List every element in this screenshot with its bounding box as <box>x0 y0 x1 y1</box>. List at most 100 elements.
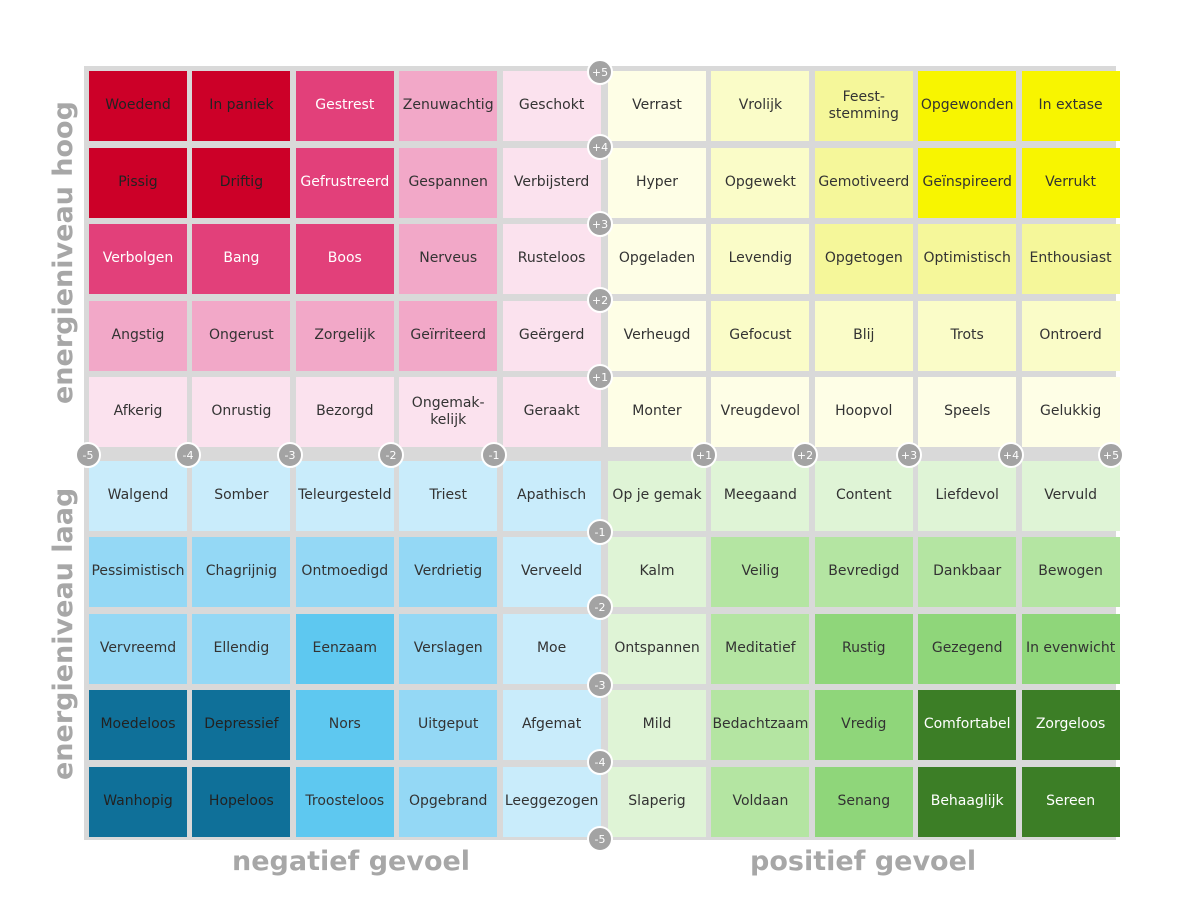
mood-cell: Woedend <box>89 71 187 141</box>
v-axis-marker: -5 <box>587 826 613 852</box>
mood-cell: Gefrustreerd <box>295 147 394 218</box>
mood-cell: Geschokt <box>502 71 601 141</box>
mood-cell: Verrukt <box>1021 147 1120 218</box>
mood-cell: Vervuld <box>1021 460 1120 531</box>
mood-cell: Pessimistisch <box>89 537 187 607</box>
mood-cell: Opgewonden <box>918 71 1017 141</box>
mood-cell: Verheugd <box>608 300 706 371</box>
mood-cell: Zorgelijk <box>295 300 394 371</box>
mood-cell: Ontmoedigd <box>295 537 394 607</box>
h-axis-marker: +5 <box>1098 442 1124 468</box>
mood-cell: Enthousiast <box>1021 224 1120 294</box>
mood-cell: Gemotiveerd <box>814 147 913 218</box>
mood-cell: Bevredigd <box>814 537 913 607</box>
mood-cell: Hopeloos <box>192 766 291 837</box>
mood-cell: Blij <box>814 300 913 371</box>
mood-grid: Woedend In paniek Gestrest Zenuwachtig Gesch… <box>84 66 1120 840</box>
mood-cell: Troosteloos <box>295 766 394 837</box>
h-axis-marker: -5 <box>75 442 101 468</box>
mood-cell: Behaaglijk <box>918 766 1017 837</box>
v-axis-marker: +3 <box>587 211 613 237</box>
mood-cell: Bang <box>192 224 291 294</box>
mood-cell: Liefdevol <box>918 460 1017 531</box>
mood-cell: Opgetogen <box>814 224 913 294</box>
mood-cell: Meditatief <box>711 613 810 684</box>
h-axis-marker: +3 <box>896 442 922 468</box>
mood-cell: Opgewekt <box>711 147 810 218</box>
mood-cell: Levendig <box>711 224 810 294</box>
h-axis-marker: +1 <box>691 442 717 468</box>
mood-cell: Ongemak- kelijk <box>399 377 498 447</box>
mood-cell: Trots <box>918 300 1017 371</box>
mood-cell: Pissig <box>89 147 187 218</box>
mood-cell: Depressief <box>192 690 291 760</box>
mood-cell: Hoopvol <box>814 377 913 447</box>
mood-cell: Teleurgesteld <box>295 460 394 531</box>
mood-cell: Ongerust <box>192 300 291 371</box>
mood-cell: Hyper <box>608 147 706 218</box>
mood-cell: In paniek <box>192 71 291 141</box>
mood-cell: Geërgerd <box>502 300 601 371</box>
mood-cell: Verveeld <box>502 537 601 607</box>
mood-cell: Triest <box>399 460 498 531</box>
mood-cell: Gespannen <box>399 147 498 218</box>
mood-cell: Bewogen <box>1021 537 1120 607</box>
mood-cell: Geraakt <box>502 377 601 447</box>
mood-cell: Somber <box>192 460 291 531</box>
mood-cell: Apathisch <box>502 460 601 531</box>
mood-cell: Gefocust <box>711 300 810 371</box>
mood-cell: Verbijsterd <box>502 147 601 218</box>
mood-cell: Veilig <box>711 537 810 607</box>
v-axis-marker: -4 <box>587 749 613 775</box>
mood-cell: Ellendig <box>192 613 291 684</box>
axis-label-positive: positief gevoel <box>750 846 977 877</box>
h-axis-marker: +4 <box>998 442 1024 468</box>
v-axis-marker: +4 <box>587 134 613 160</box>
mood-cell: Geïnspireerd <box>918 147 1017 218</box>
mood-cell: Afgemat <box>502 690 601 760</box>
h-axis-marker: -3 <box>277 442 303 468</box>
mood-cell: Nerveus <box>399 224 498 294</box>
mood-cell: Moedeloos <box>89 690 187 760</box>
mood-cell: Content <box>814 460 913 531</box>
mood-cell: Bezorgd <box>295 377 394 447</box>
mood-cell: Eenzaam <box>295 613 394 684</box>
mood-cell: Rusteloos <box>502 224 601 294</box>
mood-cell: Optimistisch <box>918 224 1017 294</box>
mood-cell: Afkerig <box>89 377 187 447</box>
mood-cell: Vervreemd <box>89 613 187 684</box>
v-axis-marker: +5 <box>587 59 613 85</box>
mood-cell: Sereen <box>1021 766 1120 837</box>
v-axis-marker: -2 <box>587 594 613 620</box>
mood-cell: Walgend <box>89 460 187 531</box>
mood-cell: Feest- stemming <box>814 71 913 141</box>
h-axis-marker: +2 <box>792 442 818 468</box>
mood-cell: Voldaan <box>711 766 810 837</box>
axis-label-low-energy: energieniveau laag <box>48 487 79 780</box>
mood-cell: In evenwicht <box>1021 613 1120 684</box>
mood-cell: Senang <box>814 766 913 837</box>
v-axis-marker: +2 <box>587 287 613 313</box>
mood-cell: Gestrest <box>295 71 394 141</box>
v-axis-marker: -1 <box>587 519 613 545</box>
v-axis-marker: +1 <box>587 364 613 390</box>
mood-cell: Uitgeput <box>399 690 498 760</box>
mood-cell: Op je gemak <box>608 460 706 531</box>
mood-cell: Ontroerd <box>1021 300 1120 371</box>
mood-cell: Meegaand <box>711 460 810 531</box>
mood-cell: Rustig <box>814 613 913 684</box>
mood-cell: Vredig <box>814 690 913 760</box>
mood-cell: Comfortabel <box>918 690 1017 760</box>
mood-cell: Monter <box>608 377 706 447</box>
mood-cell: In extase <box>1021 71 1120 141</box>
mood-cell: Verslagen <box>399 613 498 684</box>
mood-cell: Driftig <box>192 147 291 218</box>
mood-cell: Vreugdevol <box>711 377 810 447</box>
mood-cell: Chagrijnig <box>192 537 291 607</box>
mood-cell: Verdrietig <box>399 537 498 607</box>
mood-cell: Zenuwachtig <box>399 71 498 141</box>
mood-cell: Bedachtzaam <box>711 690 810 760</box>
mood-cell: Onrustig <box>192 377 291 447</box>
mood-cell: Opgebrand <box>399 766 498 837</box>
mood-cell: Wanhopig <box>89 766 187 837</box>
